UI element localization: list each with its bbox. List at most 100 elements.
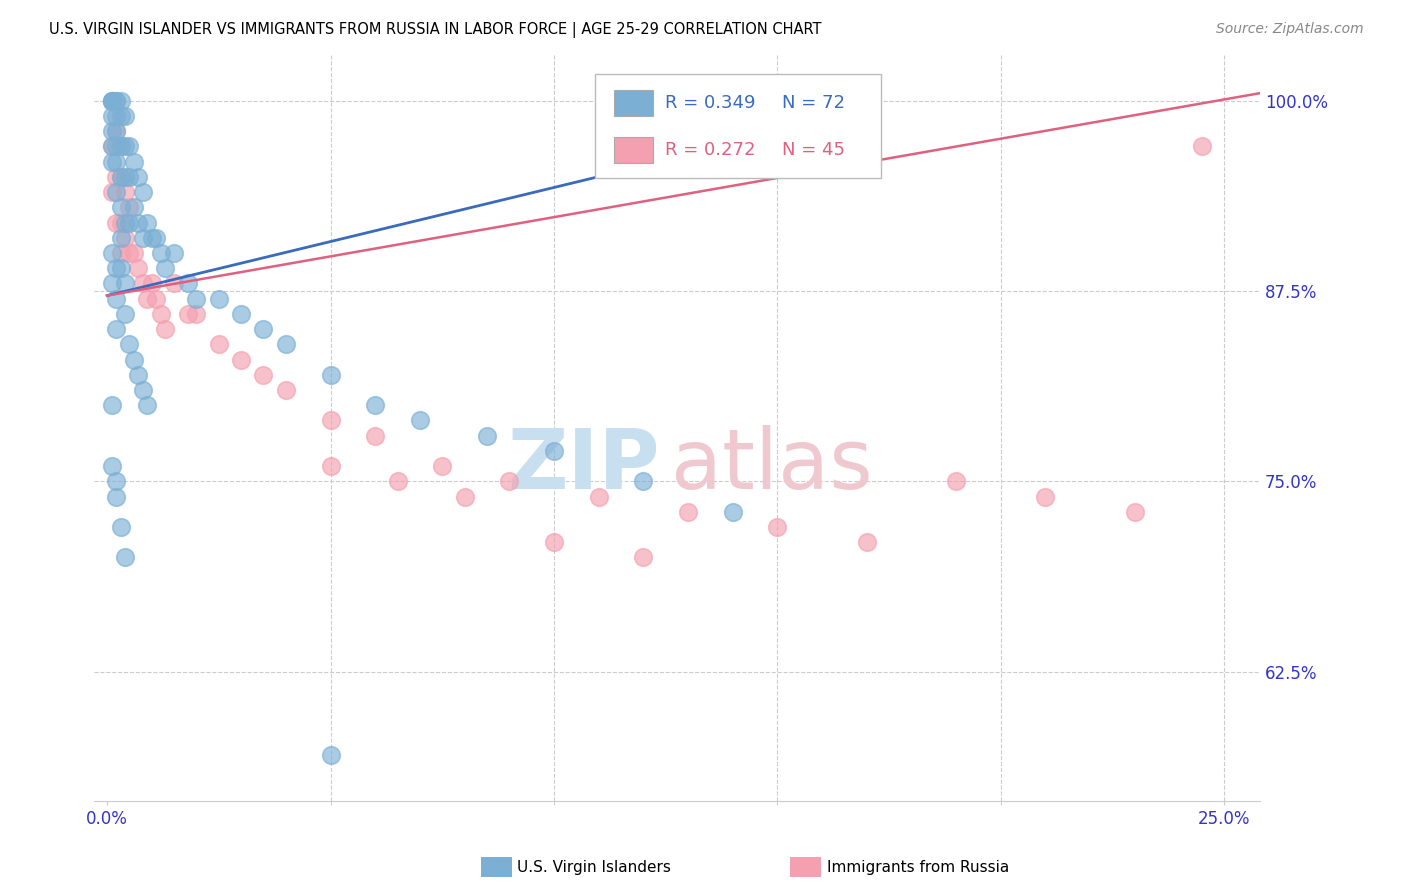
Point xyxy=(141,231,163,245)
Point xyxy=(145,231,167,245)
Point xyxy=(105,169,128,184)
Point xyxy=(100,94,122,108)
Point xyxy=(110,520,132,534)
Text: R = 0.349: R = 0.349 xyxy=(665,94,755,112)
Point xyxy=(364,398,387,412)
Point xyxy=(319,368,342,382)
Point xyxy=(110,94,132,108)
Point xyxy=(132,383,155,397)
Point xyxy=(105,322,128,336)
Point xyxy=(127,261,149,276)
Point xyxy=(387,475,409,489)
Point xyxy=(319,459,342,474)
Text: ZIP: ZIP xyxy=(506,425,659,506)
Point xyxy=(105,216,128,230)
Point xyxy=(274,383,297,397)
Point xyxy=(208,292,231,306)
Point xyxy=(110,261,132,276)
Point xyxy=(543,443,565,458)
Point xyxy=(105,154,128,169)
Point xyxy=(110,246,132,260)
Point xyxy=(110,231,132,245)
Point xyxy=(1123,505,1146,519)
Point xyxy=(855,535,877,549)
Text: R = 0.272: R = 0.272 xyxy=(665,141,755,159)
Point xyxy=(149,307,172,321)
Point xyxy=(141,277,163,291)
Point xyxy=(149,246,172,260)
Text: Immigrants from Russia: Immigrants from Russia xyxy=(827,860,1010,874)
Point xyxy=(543,535,565,549)
Point xyxy=(274,337,297,351)
Point xyxy=(127,368,149,382)
Point xyxy=(153,261,176,276)
Point xyxy=(122,200,145,214)
Point xyxy=(100,94,122,108)
Point xyxy=(105,490,128,504)
Point xyxy=(319,413,342,427)
Point xyxy=(132,277,155,291)
FancyBboxPatch shape xyxy=(614,137,654,162)
Point xyxy=(105,292,128,306)
Point xyxy=(231,307,253,321)
Point xyxy=(676,505,699,519)
Point xyxy=(100,398,122,412)
Point xyxy=(127,169,149,184)
Point xyxy=(208,337,231,351)
Point xyxy=(136,398,159,412)
Point xyxy=(105,124,128,138)
Point xyxy=(110,169,132,184)
Point xyxy=(766,520,789,534)
Point xyxy=(105,94,128,108)
Point xyxy=(721,505,744,519)
Point xyxy=(100,246,122,260)
Point xyxy=(136,216,159,230)
Point xyxy=(252,322,274,336)
Point xyxy=(163,246,186,260)
Point xyxy=(475,428,498,442)
Point xyxy=(105,185,128,199)
Point xyxy=(364,428,387,442)
Point xyxy=(319,748,342,763)
Point xyxy=(100,109,122,123)
Point xyxy=(122,154,145,169)
Point xyxy=(132,231,155,245)
Text: U.S. Virgin Islanders: U.S. Virgin Islanders xyxy=(517,860,671,874)
Text: Source: ZipAtlas.com: Source: ZipAtlas.com xyxy=(1216,22,1364,37)
Point xyxy=(100,185,122,199)
Point xyxy=(122,246,145,260)
Point xyxy=(1035,490,1057,504)
Point xyxy=(100,154,122,169)
Point xyxy=(105,124,128,138)
Point xyxy=(114,307,136,321)
Point xyxy=(105,475,128,489)
Point xyxy=(105,109,128,123)
Point xyxy=(432,459,454,474)
Point xyxy=(110,109,132,123)
Point xyxy=(110,139,132,153)
Point xyxy=(633,475,655,489)
Point xyxy=(118,216,141,230)
Text: U.S. VIRGIN ISLANDER VS IMMIGRANTS FROM RUSSIA IN LABOR FORCE | AGE 25-29 CORREL: U.S. VIRGIN ISLANDER VS IMMIGRANTS FROM … xyxy=(49,22,821,38)
Point xyxy=(114,169,136,184)
Point xyxy=(136,292,159,306)
Point xyxy=(118,139,141,153)
Point xyxy=(114,185,136,199)
Point xyxy=(114,109,136,123)
Point xyxy=(118,169,141,184)
Point xyxy=(498,475,520,489)
Point xyxy=(114,231,136,245)
Point xyxy=(100,94,122,108)
Point xyxy=(1191,139,1213,153)
Point xyxy=(409,413,432,427)
Point xyxy=(105,261,128,276)
Point xyxy=(100,139,122,153)
Point xyxy=(186,307,208,321)
Point xyxy=(145,292,167,306)
Text: N = 72: N = 72 xyxy=(782,94,845,112)
Point xyxy=(153,322,176,336)
Point xyxy=(176,307,198,321)
Point xyxy=(176,277,198,291)
Point xyxy=(114,139,136,153)
Text: N = 45: N = 45 xyxy=(782,141,845,159)
